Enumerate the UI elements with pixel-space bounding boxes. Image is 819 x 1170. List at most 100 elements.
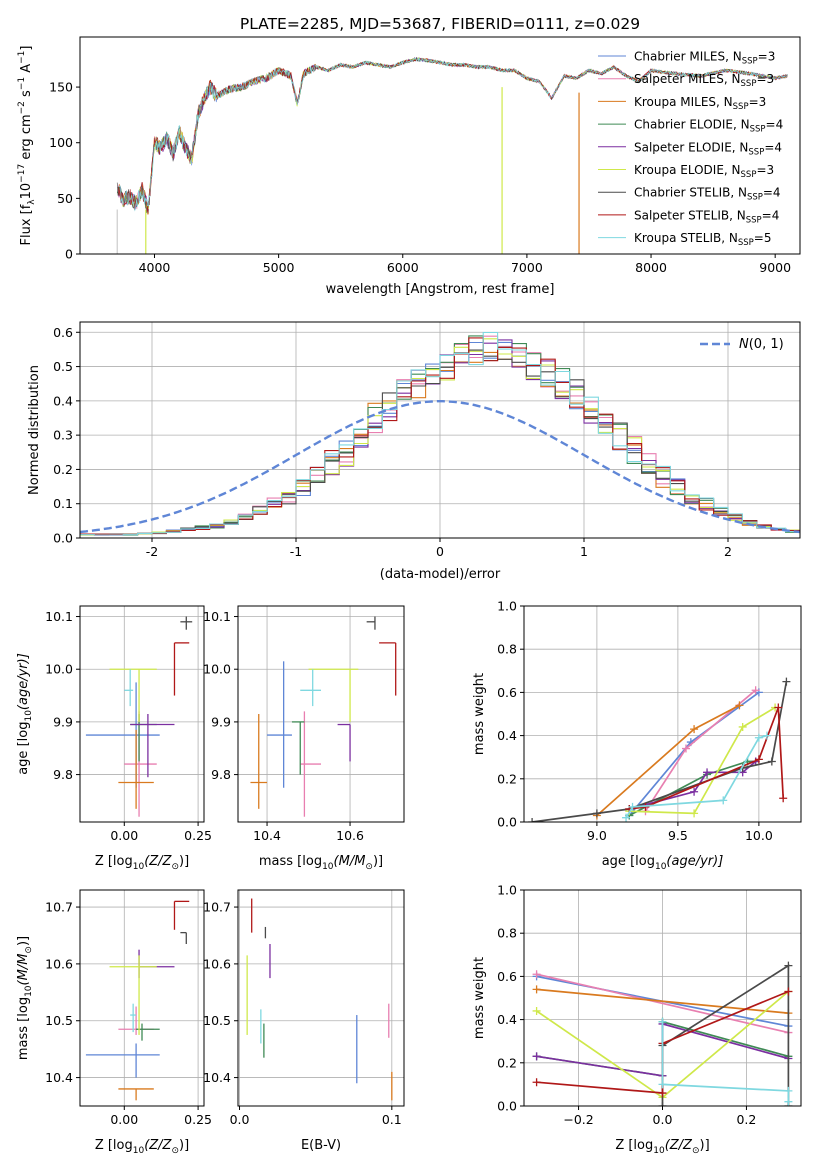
histogram-panel: -2 -1 0 1 2 0.0 0.1 0.2 0.3 0.4 0.5 0.6 (data-model)… [27, 321, 801, 582]
x-axis-label-part: 10 [133, 1146, 145, 1156]
axes-frame [79, 605, 205, 823]
legend-entry-tail: =4 [766, 118, 784, 132]
y-axis-label-part: (M/M [16, 954, 31, 986]
spectrum-lines [116, 56, 788, 254]
spectrum-line [118, 56, 788, 210]
x-tick-label: 0.00 [110, 1112, 138, 1127]
x-tick-label: 0.00 [110, 828, 138, 843]
y-axis-label-part: ] [19, 46, 34, 51]
y-tick-label: 10.0 [203, 662, 231, 677]
weight-marker [751, 686, 760, 695]
weight-marker [738, 722, 747, 731]
weight-marker [622, 813, 631, 822]
weight-line [625, 734, 768, 819]
y-tick-label: 0.4 [497, 728, 517, 743]
weight-line [531, 681, 788, 822]
spectrum-panel: 4000 5000 6000 7000 8000 9000 0 50 100 150 wavelen… [17, 36, 801, 297]
legend-entry-text: Kroupa ELODIE, N [634, 163, 741, 177]
legend-entry-tail: =4 [764, 140, 782, 154]
x-tick-label: 1 [580, 544, 588, 559]
x-axis-label-part: ⊙ [171, 1146, 179, 1156]
x-axis-label-part: )] [700, 1138, 710, 1153]
x-tick-label: 5000 [263, 260, 295, 275]
y-tick-label: 0.2 [497, 771, 517, 786]
legend-entry-sub: SSP [741, 79, 757, 89]
x-axis-label-part: (Z/Z [144, 854, 172, 869]
errorbar-point [85, 1043, 160, 1078]
x-tick-label: -1 [290, 544, 302, 559]
y-axis-label-part: Flux [f [19, 204, 34, 245]
legend-entry-sub: SSP [747, 193, 763, 203]
y-tick-label: 0.0 [497, 1099, 517, 1114]
legend-entry-sub: SSP [738, 238, 754, 248]
legend-entry: Kroupa STELIB, NSSP=5 [634, 231, 772, 248]
legend-entry-sub: SSP [733, 102, 749, 112]
errorbar-point [337, 723, 351, 762]
axes-frame [79, 36, 801, 255]
legend-entry-tail: =3 [758, 50, 776, 64]
x-tick-label: -2 [146, 544, 158, 559]
y-axis-label-part: age [log [16, 722, 31, 775]
x-axis-label-part: Z [log [615, 1138, 653, 1153]
weight-marker [762, 731, 771, 740]
x-axis-label-part: 10 [133, 862, 145, 872]
x-tick-label: 9000 [759, 260, 791, 275]
y-axis-label: mass weight [472, 673, 487, 755]
x-axis-label-part: age [log [602, 854, 655, 869]
weight-marker [592, 809, 601, 818]
weight-marker [719, 796, 728, 805]
axes-frame [523, 889, 802, 1107]
weight-marker [690, 725, 699, 734]
weight-marker [782, 677, 791, 686]
x-axis-label-part: ⊙ [692, 1146, 700, 1156]
y-axis-label-part: ⊙ [24, 946, 34, 954]
legend-entry-sub: SSP [750, 125, 766, 135]
spectrum-line [117, 57, 788, 213]
y-tick-label: 0.2 [497, 1055, 517, 1070]
y-tick-label: 0 [65, 247, 73, 262]
weight-marker [528, 818, 537, 822]
errorbar-point [109, 955, 157, 1035]
x-axis-label-part: (Z/Z [665, 1138, 693, 1153]
mass-weight-vs-age-panel: 9.0 9.5 10.0 0.0 0.2 0.4 0.6 0.8 1.0 age [log10(a… [472, 599, 802, 872]
mass-weight-vs-Z-panel: −0.2 0.0 0.2 0.0 0.2 0.4 0.6 0.8 1.0 Z [log10(Z/Z… [472, 883, 802, 1156]
weight-marker [690, 809, 699, 818]
y-tick-label: 0.4 [53, 393, 73, 408]
y-tick-label: 0.0 [497, 815, 517, 830]
errorbar-point [118, 729, 154, 809]
y-tick-label: 10.7 [203, 900, 231, 915]
weight-lines [528, 677, 791, 822]
x-tick-label: 0.0 [230, 1112, 250, 1127]
legend-entry: Salpeter STELIB, NSSP=4 [634, 208, 779, 225]
legend-entry-tail: =3 [749, 95, 767, 109]
legend-entry: Chabrier STELIB, NSSP=4 [634, 186, 781, 203]
weight-marker [628, 802, 637, 811]
weight-line [536, 973, 789, 1034]
errorbar-point [173, 642, 190, 696]
errorbar-point [124, 669, 134, 707]
legend-entry-text: Chabrier STELIB, N [634, 186, 747, 200]
errorbar-point [109, 668, 157, 722]
errorbar-point [180, 616, 193, 630]
y-tick-label: 10.0 [45, 662, 73, 677]
legend-entry-sub: SSP [748, 147, 764, 157]
spectrum-line [119, 57, 788, 212]
y-axis-label-part: (age/yr)] [16, 653, 31, 710]
y-axis-label-part: s [19, 90, 34, 101]
y-tick-label: 1.0 [497, 599, 517, 614]
axes-frame [79, 321, 801, 539]
x-axis-label: Z [log10(Z/Z⊙)] [95, 1138, 189, 1156]
x-axis-label: wavelength [Angstrom, rest frame] [326, 282, 555, 297]
errorbar-point [250, 714, 268, 809]
y-tick-label: 0.8 [497, 642, 517, 657]
weight-marker [532, 1006, 541, 1015]
weight-marker [703, 768, 712, 777]
x-axis-label-part: (age/yr)] [666, 854, 723, 869]
y-axis-label: mass weight [472, 957, 487, 1039]
axes-frame [237, 889, 405, 1107]
legend-entry-text: Chabrier ELODIE, N [634, 118, 750, 132]
weight-lines [532, 961, 793, 1106]
x-axis-label-part: (Z/Z [144, 1138, 172, 1153]
errorbar-point [267, 661, 292, 788]
